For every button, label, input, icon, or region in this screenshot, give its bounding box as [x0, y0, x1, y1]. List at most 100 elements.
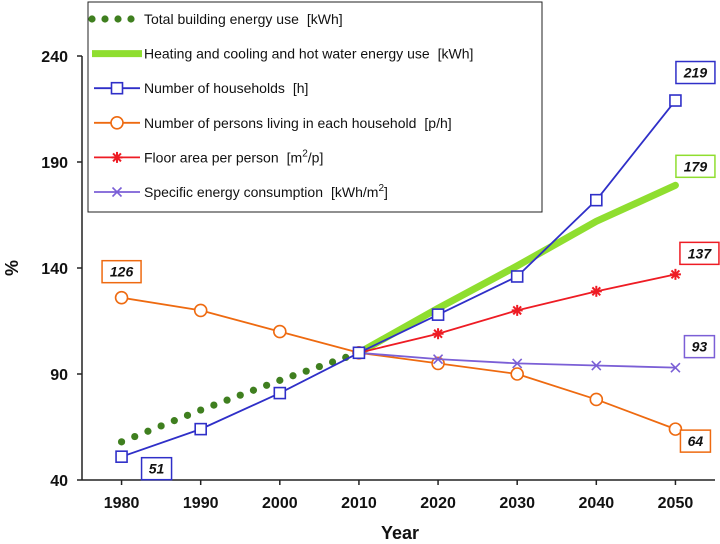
legend-label: Heating and cooling and hot water energy… [144, 46, 473, 62]
legend-item: Floor area per person [m2/p] [94, 148, 323, 165]
legend-label: Number of persons living in each househo… [144, 115, 452, 131]
data-point-square [669, 94, 682, 107]
legend-item: Heating and cooling and hot water energy… [92, 46, 473, 62]
y-tick-label: 90 [50, 367, 68, 384]
x-tick-label: 2000 [262, 495, 298, 512]
data-point-asterisk [511, 304, 523, 316]
y-tick-label: 190 [41, 155, 68, 172]
series-dot [170, 417, 178, 425]
callout-value: 137 [688, 245, 713, 261]
series-1 [117, 353, 350, 446]
series-dot [144, 427, 152, 435]
series-dot [315, 362, 323, 371]
data-point-square [510, 270, 524, 283]
legend-item: Specific energy consumption [kWh/m2] [94, 183, 388, 200]
series-dot [276, 376, 284, 384]
data-point-circle [589, 392, 604, 407]
x-tick-label: 1990 [183, 495, 219, 512]
series-dot [302, 367, 310, 375]
value-callout: 126 [101, 259, 142, 284]
legend-label: Total building energy use [kWh] [144, 11, 343, 27]
legend-label: Number of households [h] [144, 80, 308, 96]
data-point-square [273, 386, 287, 400]
value-callout: 64 [679, 429, 712, 453]
callout-value: 64 [688, 433, 704, 449]
x-tick-label: 2050 [658, 495, 694, 512]
data-point-circle [110, 116, 124, 130]
series-dot [131, 432, 139, 441]
x-tick-label: 2020 [420, 495, 456, 512]
callout-value: 93 [692, 339, 708, 355]
series-group [114, 94, 683, 463]
data-point-x [432, 354, 444, 365]
series-line [355, 181, 679, 357]
x-tick-label: 1980 [104, 495, 140, 512]
series-dot [249, 386, 258, 394]
series-5 [353, 268, 681, 359]
data-point-asterisk [669, 268, 681, 280]
data-point-asterisk [590, 285, 602, 297]
series-dot [223, 396, 231, 404]
data-point-square [352, 346, 366, 360]
x-tick-label: 2030 [499, 495, 535, 512]
data-point-circle [510, 367, 524, 381]
value-callout: 219 [675, 60, 716, 85]
callout-group: 179 219 51 64 126 137 93 [101, 60, 720, 481]
series-3 [115, 94, 682, 463]
legend-item: Number of persons living in each househo… [94, 115, 452, 131]
data-point-square [115, 450, 128, 463]
data-point-asterisk [432, 328, 444, 340]
series-dot [157, 422, 165, 430]
data-point-circle [273, 324, 287, 339]
series-dot [236, 391, 244, 399]
data-point-square [110, 81, 124, 95]
x-tick-label: 2010 [341, 495, 377, 512]
data-point-circle [668, 422, 683, 436]
callout-value: 219 [683, 65, 708, 81]
data-point-square [431, 308, 445, 321]
data-point-x [512, 358, 523, 369]
callout-value: 126 [110, 264, 134, 280]
series-4 [114, 290, 683, 436]
value-callout: 179 [675, 154, 716, 179]
series-dot [183, 411, 192, 419]
legend-box [87, 1, 543, 213]
y-tick-label: 40 [50, 473, 68, 490]
legend-swatch [127, 15, 135, 23]
series-dot [289, 372, 297, 380]
data-point-circle [114, 290, 129, 305]
value-callout: 93 [683, 334, 716, 359]
callout-value: 179 [684, 158, 708, 174]
series-dot [117, 438, 126, 446]
tick-group: 40 90 140 190 240 1980 1990 2000 2010 2020 2030 204… [41, 49, 693, 512]
x-tick-label: 2040 [579, 495, 615, 512]
value-callout: 137 [679, 241, 720, 266]
y-tick-label: 140 [41, 261, 68, 278]
legend-label: Floor area per person [m2/p] [144, 148, 323, 165]
legend-swatch [114, 15, 122, 23]
series-line [358, 351, 677, 369]
value-callout: 51 [140, 456, 173, 481]
data-point-x [670, 362, 681, 373]
series-dot [210, 401, 218, 409]
data-point-square [194, 422, 207, 436]
data-point-circle [431, 356, 445, 371]
y-axis-title: % [2, 260, 22, 276]
series-dot [328, 358, 337, 366]
data-point-circle [193, 303, 208, 318]
data-point-x [591, 360, 602, 371]
legend-item: Number of households [h] [94, 80, 308, 96]
y-tick-label: 240 [41, 49, 68, 66]
callout-value: 51 [149, 461, 165, 477]
data-point-asterisk [111, 151, 123, 163]
series-dot [263, 381, 271, 389]
series-2 [355, 181, 679, 357]
x-axis-title: Year [381, 523, 419, 543]
legend-item: Total building energy use [kWh] [88, 11, 343, 27]
series-line [120, 296, 677, 431]
series-line [120, 99, 677, 458]
legend-swatch [101, 15, 109, 23]
data-point-x [111, 186, 123, 198]
legend-swatch [88, 15, 96, 23]
